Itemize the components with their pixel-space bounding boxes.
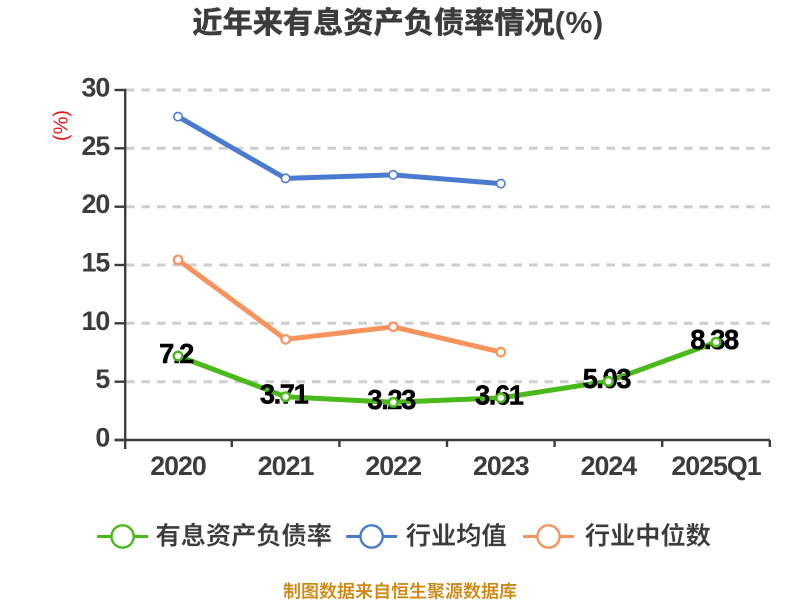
svg-text:2022: 2022 bbox=[365, 451, 421, 481]
svg-text:2024: 2024 bbox=[581, 451, 638, 481]
svg-text:10: 10 bbox=[81, 306, 109, 336]
svg-text:25: 25 bbox=[81, 131, 110, 161]
svg-text:3.23: 3.23 bbox=[367, 384, 416, 415]
svg-text:30: 30 bbox=[81, 73, 109, 103]
svg-text:2021: 2021 bbox=[258, 451, 315, 481]
svg-text:15: 15 bbox=[81, 248, 110, 278]
svg-text:3.61: 3.61 bbox=[475, 380, 524, 411]
svg-text:2020: 2020 bbox=[150, 451, 206, 481]
svg-text:3.71: 3.71 bbox=[260, 379, 309, 410]
svg-text:2023: 2023 bbox=[473, 451, 529, 481]
svg-text:20: 20 bbox=[81, 189, 109, 219]
svg-text:5: 5 bbox=[95, 364, 110, 394]
svg-text:0: 0 bbox=[95, 423, 109, 453]
svg-text:2025Q1: 2025Q1 bbox=[671, 451, 761, 481]
svg-text:(%): (%) bbox=[51, 110, 73, 141]
svg-text:(%): (%) bbox=[555, 7, 604, 40]
svg-text:7.2: 7.2 bbox=[159, 338, 194, 369]
